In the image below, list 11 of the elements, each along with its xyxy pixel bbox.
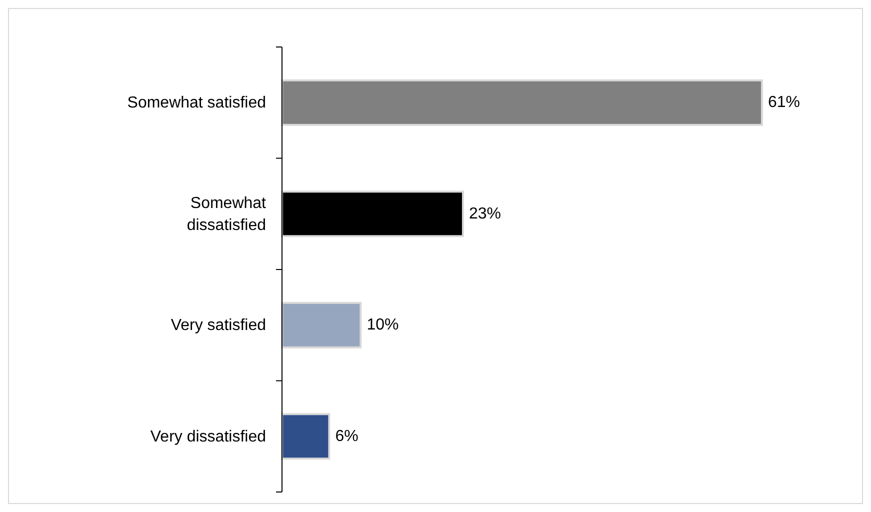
- y-tick-label: Somewhat dissatisfied: [186, 194, 267, 234]
- y-tick-label: Somewhat satisfied: [127, 94, 266, 112]
- bar: [281, 302, 362, 348]
- y-tick-label: Very dissatisfied: [150, 428, 266, 445]
- data-label: 61%: [768, 94, 800, 112]
- data-label: 10%: [366, 316, 399, 334]
- data-label: 6%: [335, 428, 358, 445]
- y-tick-label: Very satisfied: [170, 316, 266, 334]
- bar: [281, 79, 763, 126]
- data-label: 23%: [468, 205, 502, 222]
- bar: [281, 413, 330, 460]
